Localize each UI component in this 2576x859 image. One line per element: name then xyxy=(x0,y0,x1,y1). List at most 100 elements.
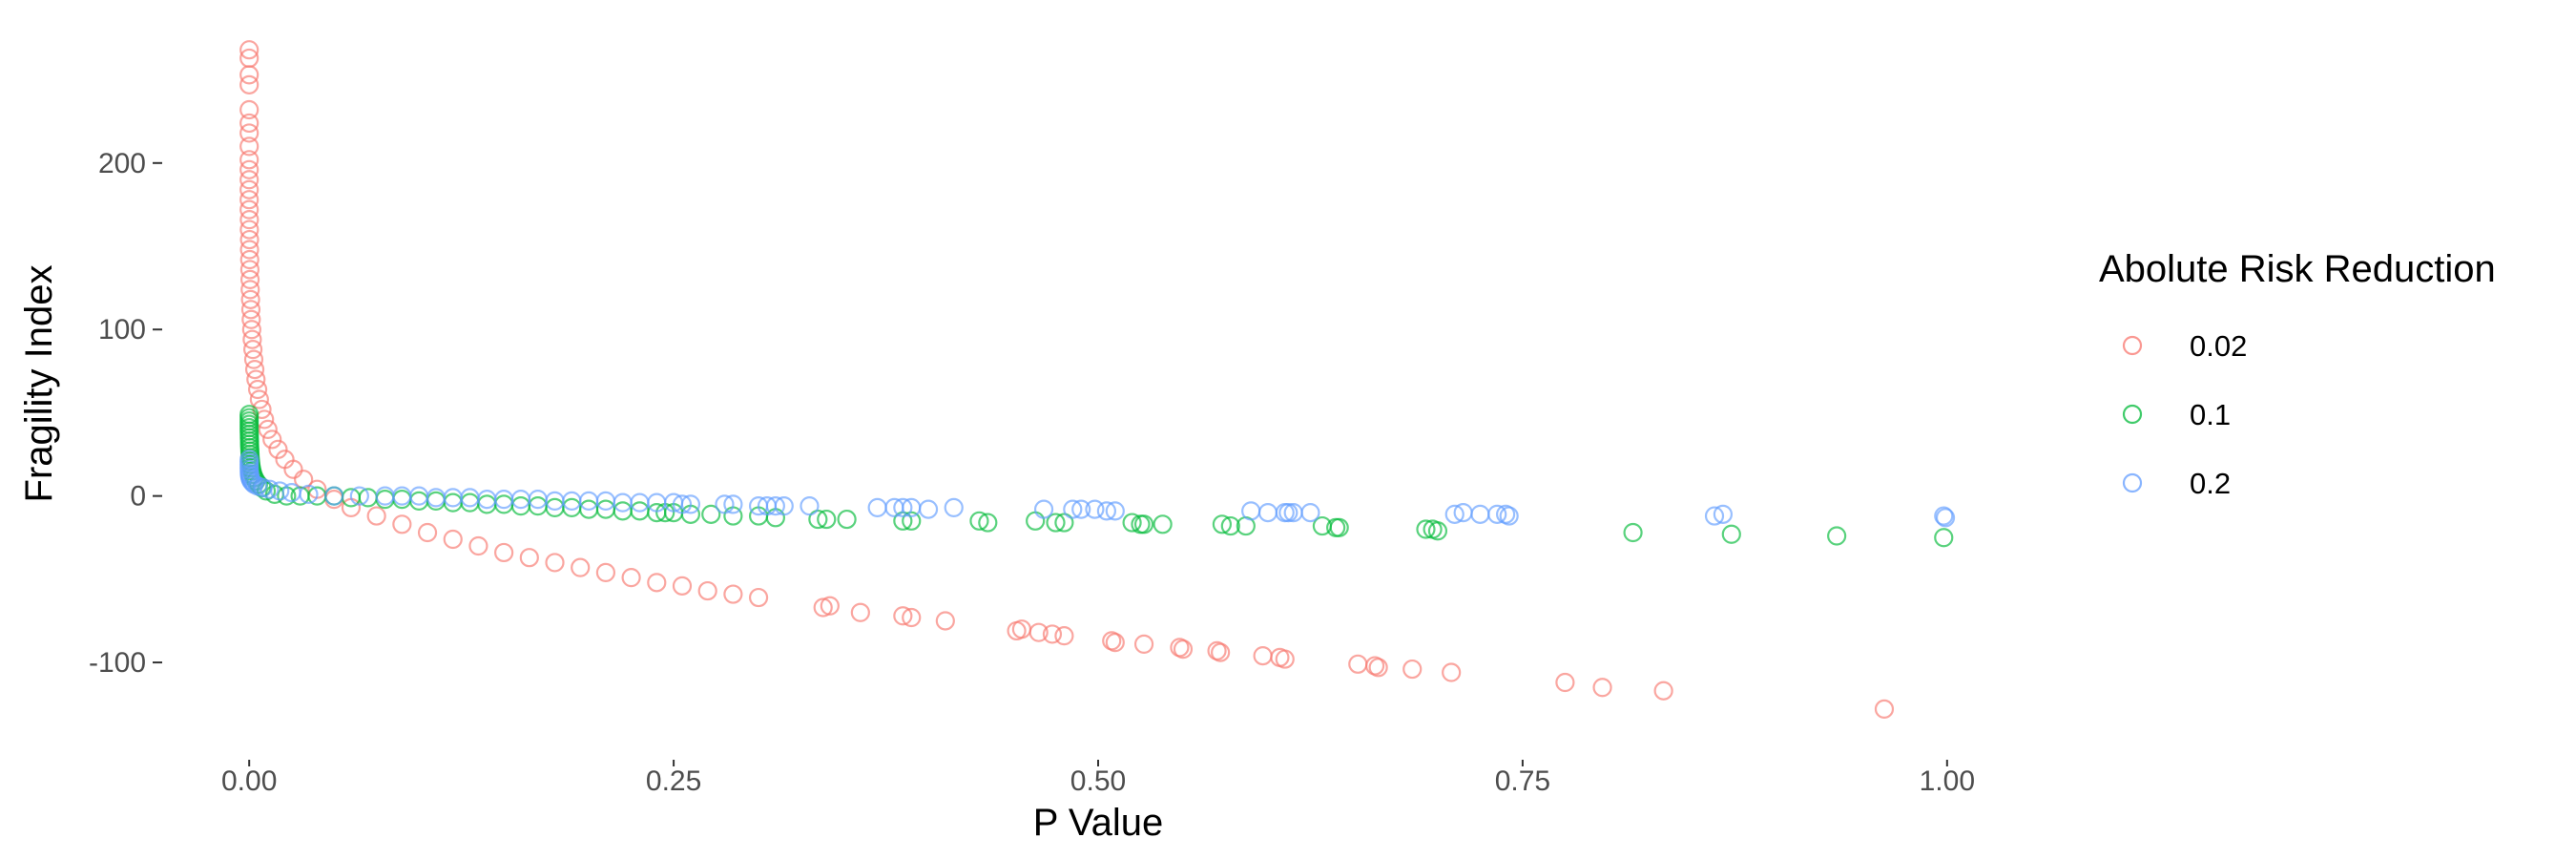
legend-item: 0.02 xyxy=(2122,329,2247,363)
data-point xyxy=(723,494,743,514)
data-point xyxy=(918,499,939,519)
data-point xyxy=(820,596,840,616)
data-point xyxy=(239,199,260,220)
legend-label: 0.02 xyxy=(2190,329,2247,363)
data-point xyxy=(246,369,266,389)
data-point xyxy=(299,484,319,505)
data-point xyxy=(241,471,261,492)
legend-label: 0.1 xyxy=(2190,398,2231,431)
legend-label: 0.2 xyxy=(2190,467,2231,500)
data-point xyxy=(1827,526,1847,546)
data-point xyxy=(243,349,264,369)
data-point xyxy=(893,511,913,531)
y-tick-label: 200 xyxy=(98,148,146,179)
data-point xyxy=(715,494,735,514)
y-tick-label: -100 xyxy=(89,647,146,679)
data-point xyxy=(850,602,870,622)
data-point xyxy=(1257,502,1278,523)
data-point xyxy=(242,329,262,349)
data-point xyxy=(935,611,955,631)
data-point xyxy=(239,65,260,85)
data-point xyxy=(366,506,386,526)
points-layer xyxy=(239,40,1956,720)
data-point xyxy=(392,514,412,534)
data-point xyxy=(417,522,438,543)
x-tick-label: 0.75 xyxy=(1495,765,1550,797)
data-point xyxy=(765,496,785,516)
data-point xyxy=(595,562,616,582)
data-point xyxy=(1173,639,1194,660)
data-point xyxy=(701,504,721,524)
data-point xyxy=(239,240,260,260)
y-tick-label: 0 xyxy=(130,481,146,513)
data-point xyxy=(1220,515,1240,536)
data-point xyxy=(1653,681,1673,701)
data-point xyxy=(1416,519,1436,539)
data-point xyxy=(260,479,280,499)
data-point xyxy=(1211,642,1231,662)
data-point xyxy=(808,509,828,530)
data-point xyxy=(1442,662,1462,682)
data-point xyxy=(468,535,488,556)
data-point xyxy=(1133,514,1154,534)
data-point xyxy=(697,580,717,601)
data-point xyxy=(1033,499,1054,519)
data-point xyxy=(571,557,591,577)
data-point xyxy=(239,229,260,250)
data-point xyxy=(680,494,700,514)
data-point xyxy=(239,150,260,170)
data-point xyxy=(1623,522,1643,543)
data-point xyxy=(621,568,641,588)
data-point xyxy=(1935,508,1956,528)
legend-title: Abolute Risk Reduction xyxy=(2099,248,2496,290)
data-point xyxy=(283,459,303,479)
data-point xyxy=(239,123,260,143)
data-point xyxy=(800,496,820,516)
data-point xyxy=(241,309,261,329)
x-tick-label: 0.00 xyxy=(221,765,277,797)
data-point xyxy=(1253,645,1273,666)
data-point xyxy=(239,159,260,179)
data-point xyxy=(1054,626,1074,646)
data-point xyxy=(1721,524,1741,544)
y-axis-title: Fragility Index xyxy=(18,265,60,503)
data-point xyxy=(239,260,260,280)
data-point xyxy=(672,576,693,596)
data-point xyxy=(240,289,260,309)
data-point xyxy=(813,597,833,618)
data-point xyxy=(867,497,887,517)
x-tick-label: 0.25 xyxy=(646,765,701,797)
data-point xyxy=(239,40,260,60)
data-point xyxy=(1278,502,1298,523)
legend: Abolute Risk Reduction 0.02 0.1 0.2 xyxy=(2099,248,2496,500)
data-point xyxy=(1085,499,1105,519)
data-point xyxy=(239,269,260,290)
data-point xyxy=(262,430,282,450)
data-point xyxy=(268,439,288,459)
y-tick-label: 100 xyxy=(98,314,146,346)
data-point xyxy=(244,359,265,380)
data-point xyxy=(1470,504,1490,524)
data-point xyxy=(748,587,769,608)
data-point xyxy=(1704,506,1725,526)
legend-item: 0.2 xyxy=(2122,467,2231,500)
data-point xyxy=(1329,517,1349,537)
data-point xyxy=(249,389,269,409)
data-point xyxy=(902,511,922,531)
data-point xyxy=(1042,624,1063,644)
data-point xyxy=(258,419,278,439)
data-point xyxy=(341,497,362,517)
data-point xyxy=(902,607,922,628)
data-point xyxy=(242,472,262,492)
data-point xyxy=(519,548,539,568)
data-point xyxy=(723,584,743,604)
y-axis: 200 100 0 -100 xyxy=(89,148,162,679)
data-point xyxy=(647,573,667,593)
data-point xyxy=(1105,633,1125,653)
data-point xyxy=(893,497,913,517)
series-0-1 xyxy=(239,405,1954,548)
data-point xyxy=(239,99,260,120)
data-point xyxy=(1934,528,1954,548)
data-point xyxy=(1026,511,1046,531)
